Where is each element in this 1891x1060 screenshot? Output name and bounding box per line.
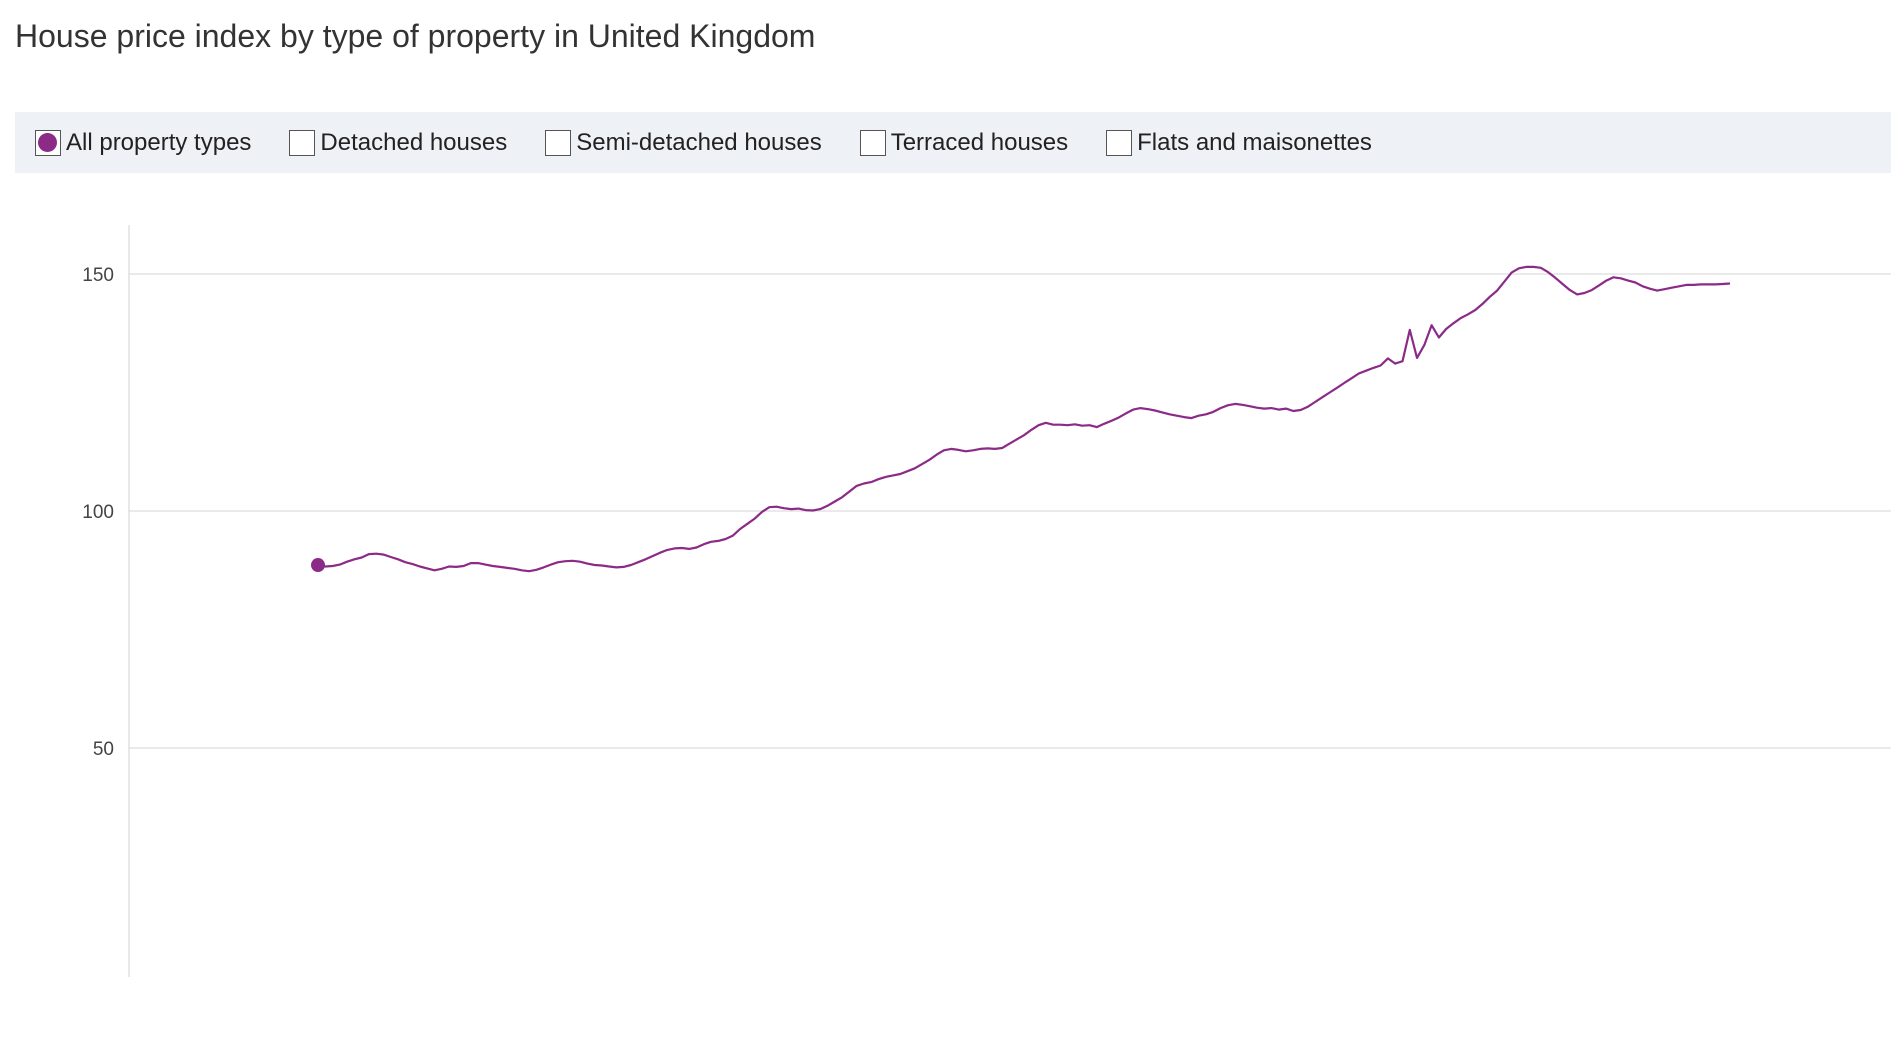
legend-item-flats-and-maisonettes[interactable]: Flats and maisonettes <box>1106 129 1372 157</box>
legend-item-terraced-houses[interactable]: Terraced houses <box>859 128 1069 157</box>
legend-label-all-property-types: All property types <box>66 128 252 156</box>
legend-item-all-property-types[interactable]: All property types <box>35 129 251 157</box>
legend-label-flats-and-maisonettes: Flats and maisonettes <box>1137 128 1372 156</box>
checkbox-detached-houses[interactable] <box>289 129 316 156</box>
gridlines <box>129 273 1891 749</box>
checkbox-semi-detached-houses[interactable] <box>545 129 572 156</box>
checkbox-flats-and-maisonettes[interactable] <box>1106 129 1133 156</box>
checkbox-terraced-houses[interactable] <box>859 129 886 156</box>
legend-label-semi-detached-houses: Semi-detached houses <box>576 128 822 156</box>
y-tick-label-100: 100 <box>82 502 114 523</box>
legend-label-terraced-houses: Terraced houses <box>890 128 1069 156</box>
series-toggle-bar: All property types Detached houses Semi-… <box>15 112 1891 173</box>
y-tick-label-150: 150 <box>82 265 114 286</box>
series-line-0[interactable] <box>317 265 1731 573</box>
legend-label-detached-houses: Detached houses <box>320 128 508 156</box>
y-tick-label-50: 50 <box>93 739 114 760</box>
series-all-property-types[interactable] <box>311 265 1731 573</box>
chart-title: House price index by type of property in… <box>15 18 816 54</box>
legend-item-semi-detached-houses[interactable]: Semi-detached houses <box>545 128 822 157</box>
checkbox-all-property-types[interactable] <box>35 129 61 156</box>
legend-item-detached-houses[interactable]: Detached houses <box>289 129 507 157</box>
y-tick-labels: 50 100 150 <box>82 265 114 760</box>
series-start-point-marker[interactable] <box>311 558 325 573</box>
